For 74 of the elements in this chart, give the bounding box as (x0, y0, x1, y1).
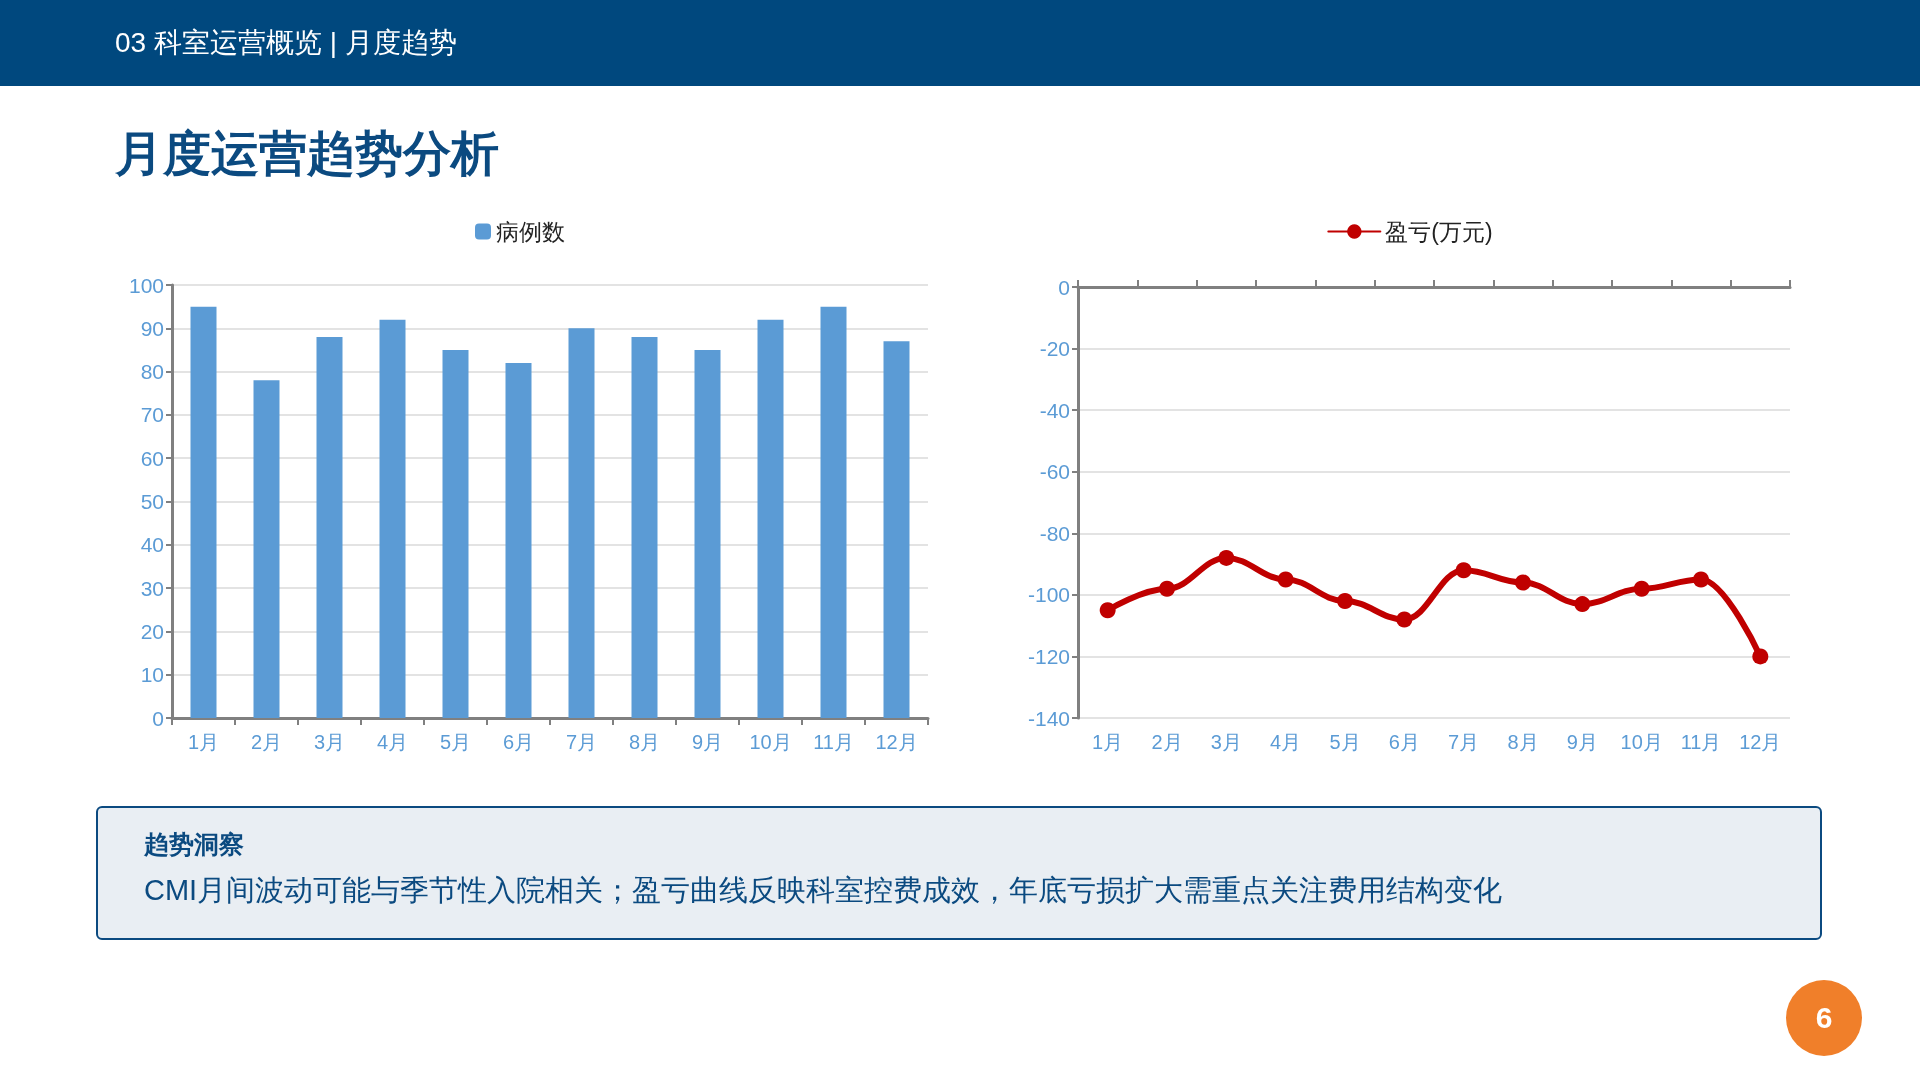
bar (253, 380, 280, 718)
bar (631, 336, 658, 718)
x-tick-label: 11月 (1680, 731, 1722, 753)
chart-subtitle: 03 科室运营概览 | 月度趋势 (0, 0, 1920, 86)
y-tick-label: 100 (128, 273, 164, 297)
x-tick-label: 5月 (1329, 731, 1361, 753)
bar (757, 319, 784, 718)
y-tick-label: 10 (140, 663, 164, 687)
text: 趋势洞察 (144, 829, 245, 860)
point (1337, 593, 1353, 610)
point (1099, 602, 1116, 619)
point (1277, 571, 1294, 588)
x-tick-label: 11月 (813, 731, 854, 753)
x-tick-label: 8月 (1507, 731, 1539, 753)
x-tick-label: 3月 (313, 731, 346, 753)
bar (694, 349, 721, 718)
x-tick-label: 12月 (875, 731, 918, 753)
x-tick-label: 1月 (187, 731, 220, 753)
text: CMI月间波动可能与季节性入院相关；盈亏曲线反映科室控费成效，年底亏损扩大需重点关注费用结构变化 (144, 873, 1504, 908)
x-tick-label: 7月 (1448, 731, 1480, 753)
bar (442, 349, 469, 718)
y-tick-label: 30 (140, 576, 164, 600)
x-tick-label: 4月 (1270, 731, 1302, 753)
y-tick-label: 50 (140, 490, 164, 513)
point (1396, 611, 1413, 628)
x-tick-label: 3月 (1210, 731, 1242, 753)
y-tick-label: -40 (1039, 398, 1070, 422)
bar (379, 319, 406, 718)
point (1693, 571, 1709, 588)
y-tick-label: 0 (1058, 275, 1070, 299)
x-tick-label: 12月 (1739, 731, 1782, 753)
x-tick-label: 10月 (749, 731, 792, 753)
y-tick-label: 60 (140, 446, 164, 470)
bar (820, 306, 847, 718)
point (1159, 580, 1175, 597)
x-tick-label: 1月 (1092, 731, 1124, 753)
bar (568, 328, 595, 718)
y-tick-label: 90 (140, 316, 164, 340)
bar (505, 362, 532, 718)
y-tick-label: 40 (140, 533, 164, 557)
x-tick-label: 8月 (628, 731, 661, 753)
legend-label: 盈亏(万元) (1385, 218, 1493, 245)
y-tick-label: -80 (1039, 521, 1070, 545)
point (1515, 574, 1531, 591)
y-tick-label: -60 (1039, 460, 1070, 484)
y-tick-label: -100 (1027, 583, 1070, 607)
point (1752, 648, 1769, 665)
y-tick-label: 70 (140, 403, 164, 427)
point (1574, 596, 1591, 613)
chart-title: 月度运营趋势分析 (115, 126, 499, 182)
text: 6 (1786, 980, 1862, 1056)
y-tick-label: -20 (1039, 337, 1070, 361)
point (1633, 580, 1650, 597)
x-tick-label: 9月 (1566, 731, 1598, 753)
x-tick-label: 2月 (1151, 731, 1183, 753)
y-tick-label: 20 (140, 619, 164, 643)
bar (190, 306, 217, 718)
bar (883, 341, 910, 718)
y-tick-label: -120 (1027, 644, 1070, 668)
point (1455, 562, 1472, 579)
x-tick-label: 4月 (376, 731, 409, 753)
x-tick-label: 10月 (1620, 731, 1663, 753)
x-tick-label: 7月 (565, 731, 598, 753)
x-tick-label: 9月 (691, 731, 724, 753)
legend-label: 病例数 (496, 218, 565, 245)
x-tick-label: 2月 (250, 731, 283, 753)
point (1218, 549, 1235, 566)
x-tick-label: 5月 (439, 731, 472, 753)
y-tick-label: 80 (140, 360, 164, 384)
bar (316, 336, 343, 718)
x-tick-label: 6月 (502, 731, 535, 753)
y-tick-label: -140 (1027, 706, 1070, 730)
y-tick-label: 0 (152, 706, 164, 730)
x-tick-label: 6月 (1388, 731, 1420, 753)
